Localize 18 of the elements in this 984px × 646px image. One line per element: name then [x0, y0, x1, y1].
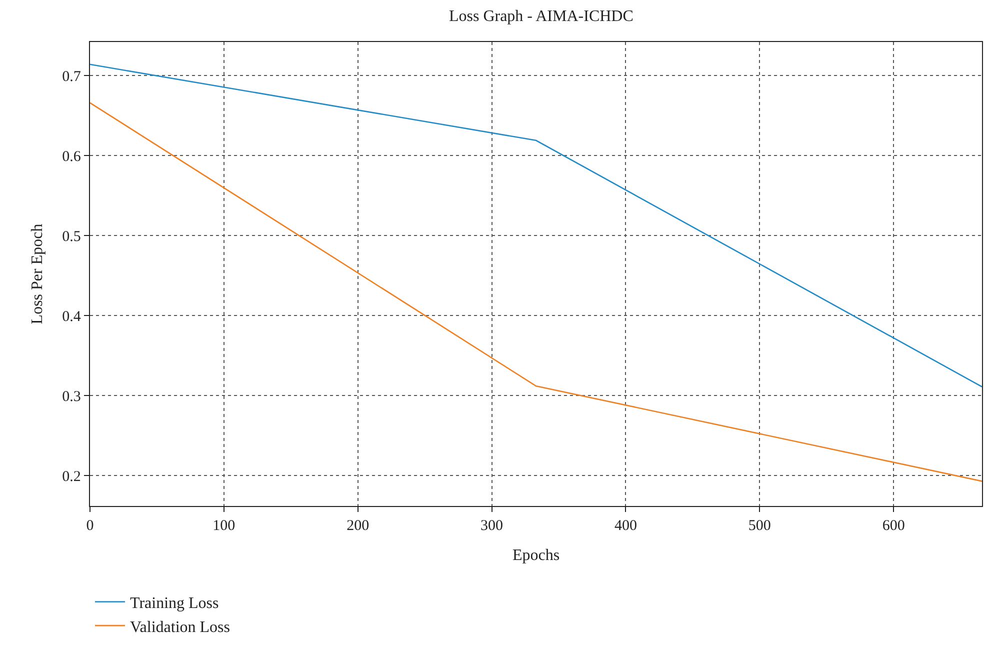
x-axis-title: Epochs: [512, 546, 560, 564]
legend-label: Training Loss: [130, 595, 219, 612]
y-tick-label: 0.7: [62, 68, 82, 85]
x-tick-label: 400: [614, 518, 637, 534]
x-tick-label: 200: [346, 518, 370, 534]
x-tick-label: 600: [882, 518, 905, 534]
x-tick-label: 0: [86, 518, 94, 534]
chart-title: Loss Graph - AIMA-ICHDC: [448, 8, 634, 25]
y-tick-label: 0.5: [62, 228, 81, 245]
y-tick-label: 0.6: [62, 148, 82, 165]
y-tick-label: 0.4: [62, 308, 82, 325]
legend-label: Validation Loss: [130, 618, 230, 636]
y-tick-label: 0.3: [62, 388, 81, 405]
x-tick-label: 500: [748, 518, 771, 534]
y-axis-title: Loss Per Epoch: [29, 224, 46, 324]
y-tick-label: 0.2: [62, 468, 81, 485]
x-tick-label: 300: [480, 518, 504, 534]
x-tick-label: 100: [212, 518, 236, 534]
